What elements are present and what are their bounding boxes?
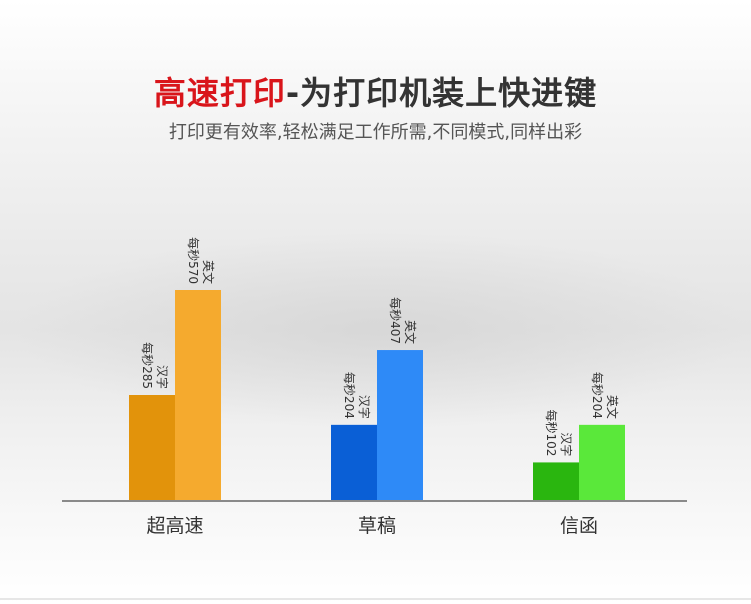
data-label-value: 每秒204 xyxy=(342,372,357,419)
bar-2-hanzi xyxy=(331,424,377,500)
category-label: 超高速 xyxy=(146,515,203,537)
data-label-value: 每秒204 xyxy=(590,372,605,419)
data-label-value: 每秒102 xyxy=(544,410,559,457)
bar-1-hanzi xyxy=(129,395,175,500)
data-label-series: 汉字 xyxy=(155,365,170,389)
data-label-series: 英文 xyxy=(605,395,620,419)
bar-3-hanzi xyxy=(533,462,579,500)
page-title: 高速打印-为打印机装上快进键 xyxy=(0,68,751,114)
bar-1-english xyxy=(175,290,221,500)
bar-2-english xyxy=(377,350,423,500)
data-label-series: 汉字 xyxy=(357,395,372,419)
bar-3-english xyxy=(579,424,625,500)
category-label: 信函 xyxy=(560,515,598,537)
category-label: 草稿 xyxy=(358,515,396,537)
page-subtitle: 打印更有效率,轻松满足工作所需,不同模式,同样出彩 xyxy=(168,122,583,143)
data-label-series: 英文 xyxy=(201,260,216,284)
title-accent: 高速打印 xyxy=(153,74,286,112)
bottom-divider xyxy=(0,598,751,600)
data-label-value: 每秒570 xyxy=(186,237,201,284)
data-label-series: 汉字 xyxy=(559,432,574,456)
data-label-value: 每秒407 xyxy=(388,297,403,344)
data-label-value: 每秒285 xyxy=(140,342,155,389)
data-label-series: 英文 xyxy=(403,320,418,344)
title-rest: -为打印机装上快进键 xyxy=(285,74,598,112)
